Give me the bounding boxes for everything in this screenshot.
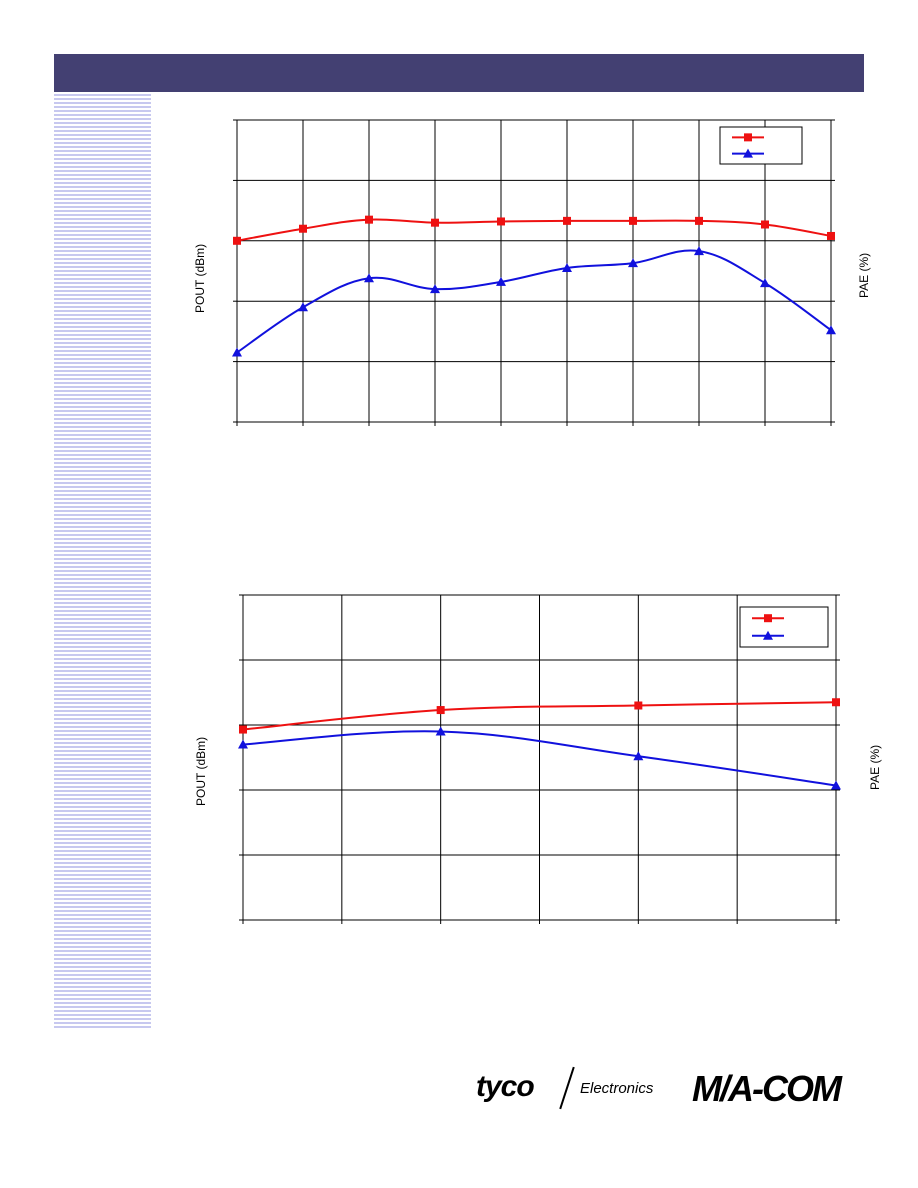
series-2-point <box>831 780 841 790</box>
series-1-point <box>365 215 373 224</box>
logo-divider <box>559 1066 575 1110</box>
legend-marker-1 <box>764 614 772 623</box>
series-2-point <box>694 246 704 256</box>
chart-1-marks <box>232 215 836 357</box>
series-1-point <box>431 218 439 227</box>
series-2-point <box>238 739 248 749</box>
series-2-point <box>562 262 572 272</box>
series-1-line <box>236 218 832 242</box>
series-1-line <box>242 701 837 731</box>
macom-logo: M/A-COM <box>692 1068 842 1109</box>
series-1-point <box>239 725 247 734</box>
series-1-point <box>497 217 505 226</box>
brand-logos: tyco Electronics M/A-COM <box>470 1060 870 1120</box>
series-2-line <box>236 249 832 354</box>
chart-1-lines <box>236 218 832 354</box>
tyco-logo: tyco <box>476 1070 535 1103</box>
plot-area <box>236 119 832 423</box>
series-1-point <box>695 216 703 225</box>
series-1-point <box>299 224 307 233</box>
series-2-line <box>242 730 837 787</box>
chart-2-y-label: POUT (dBm) <box>194 737 208 806</box>
series-1-point <box>436 706 445 715</box>
series-1-point <box>233 236 241 245</box>
series-2-point <box>298 302 308 312</box>
series-2-point <box>633 751 644 761</box>
series-2-point <box>232 347 242 357</box>
series-1-point <box>634 701 643 710</box>
legend-box <box>719 126 803 165</box>
header-bar <box>54 54 864 92</box>
series-2-point <box>496 276 506 286</box>
series-1-point <box>563 216 571 225</box>
series-2-point <box>760 278 770 288</box>
chart-2-y2-label: PAE (%) <box>868 745 882 790</box>
series-2-point <box>430 284 440 294</box>
series-1-point <box>629 216 637 225</box>
legend-marker-2 <box>743 148 753 158</box>
series-1-point <box>761 220 769 229</box>
series-2-point <box>435 726 446 736</box>
legend-box <box>739 606 829 648</box>
series-1-point <box>832 698 840 707</box>
chart-2-lines <box>242 701 837 787</box>
series-1-point <box>827 231 835 240</box>
chart-2-marks <box>238 698 841 790</box>
series-2-point <box>628 258 638 268</box>
chart-1-y2-label: PAE (%) <box>857 253 871 298</box>
chart-2: POUT (dBm) PAE (%) <box>194 594 882 924</box>
series-2-point <box>364 273 374 283</box>
legend-marker-2 <box>763 630 773 640</box>
chart-1: POUT (dBm) PAE (%) <box>193 119 871 426</box>
chart-2-legend <box>739 606 829 648</box>
electronics-logo: Electronics <box>580 1080 654 1097</box>
side-stripe <box>54 94 151 1030</box>
chart-2-grid <box>239 594 840 924</box>
chart-1-grid <box>233 119 835 426</box>
chart-1-legend <box>719 126 803 165</box>
series-2-point <box>826 325 836 335</box>
legend-marker-1 <box>744 133 752 142</box>
chart-1-y-label: POUT (dBm) <box>193 244 207 313</box>
